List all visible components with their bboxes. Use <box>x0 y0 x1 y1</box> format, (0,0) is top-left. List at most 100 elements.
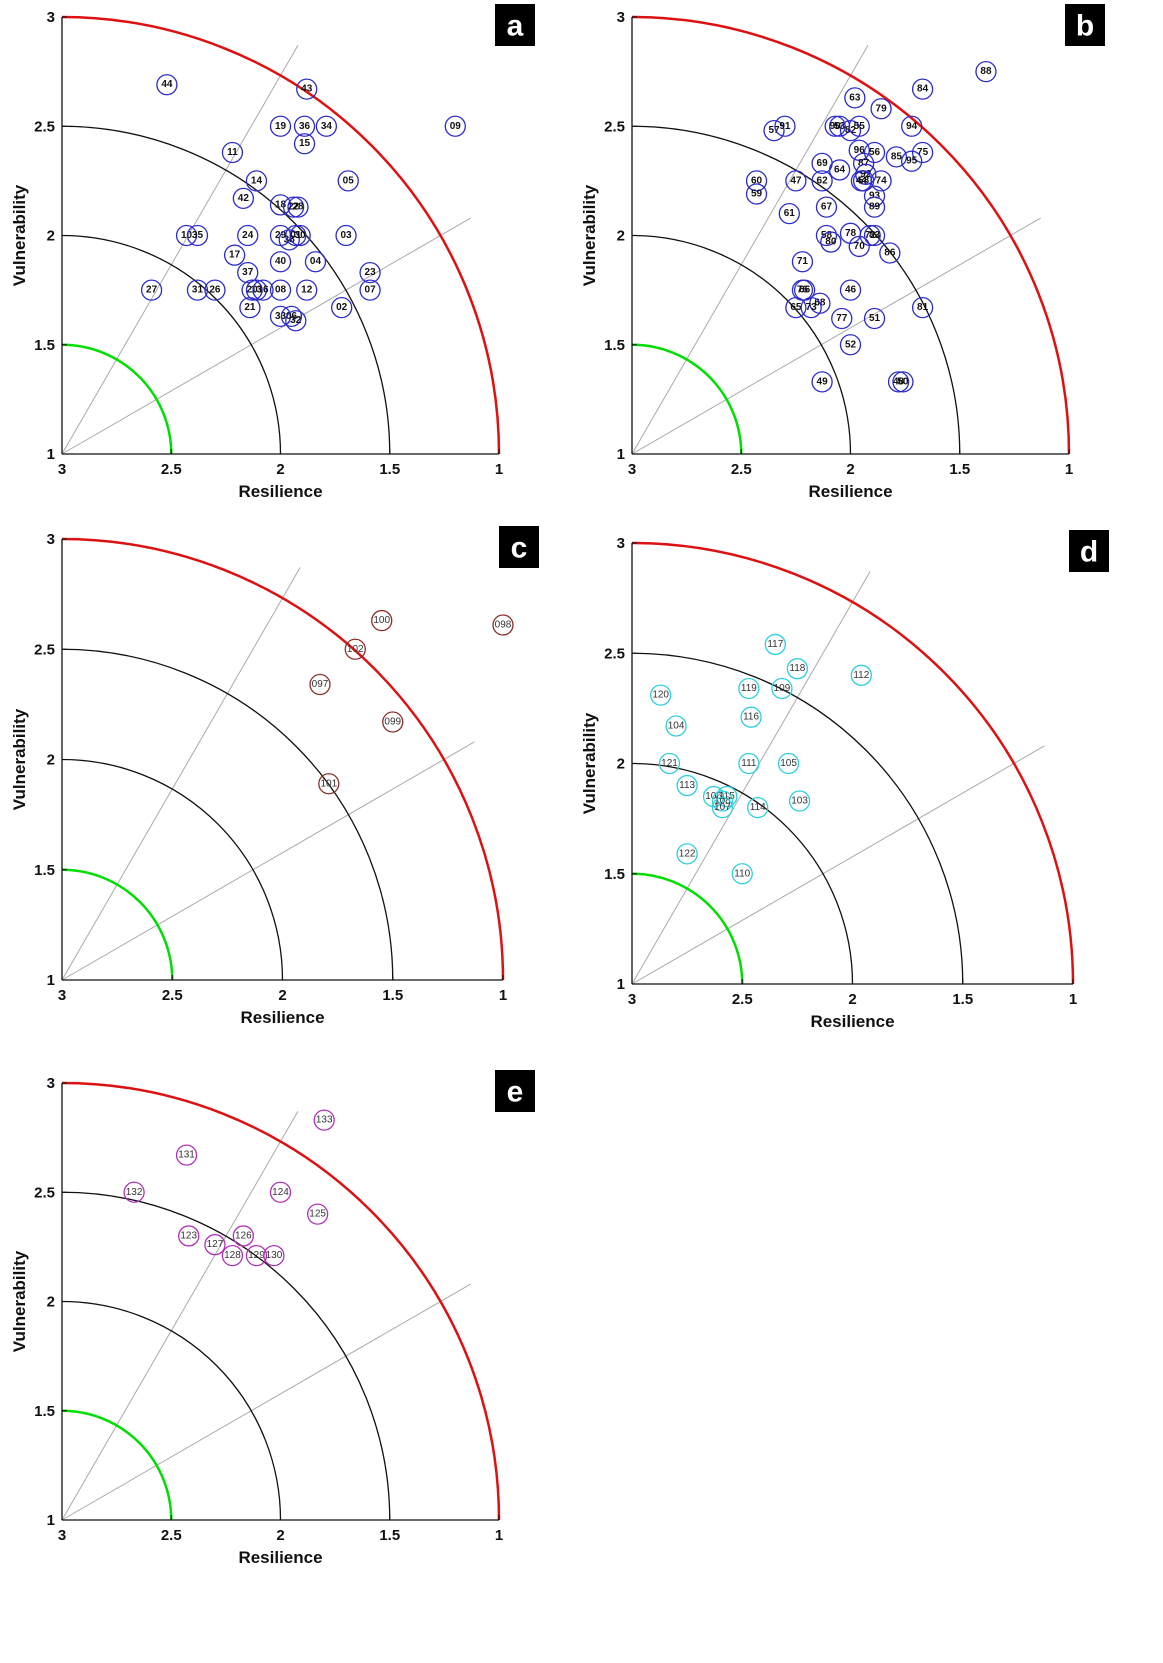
data-point-label: 44 <box>161 79 173 90</box>
data-point-label: 32 <box>290 315 302 326</box>
data-point-label: 120 <box>652 690 669 701</box>
data-point-label: 17 <box>229 250 241 261</box>
data-point-label: 91 <box>779 121 791 132</box>
data-point-label: 18 <box>275 199 287 210</box>
data-point-marker <box>676 843 698 865</box>
data-point-marker <box>811 170 833 192</box>
data-point-label: 65 <box>790 302 802 313</box>
y-tick-label: 2.5 <box>604 118 625 135</box>
radial-guide-60 <box>631 45 869 455</box>
arc-outer-black <box>61 125 391 455</box>
data-point-label: 42 <box>238 193 250 204</box>
data-point-label: 62 <box>817 175 829 186</box>
data-point-marker <box>318 773 340 795</box>
y-tick-label: 2.5 <box>34 641 55 658</box>
y-axis-title: Vulnerability <box>10 1250 29 1352</box>
arc-green <box>631 872 744 985</box>
x-tick-label: 3 <box>628 461 636 478</box>
data-point-marker <box>156 74 178 96</box>
arc-inner-black <box>61 758 284 981</box>
data-point-marker <box>859 224 881 247</box>
data-point-label: 44 <box>856 175 868 186</box>
data-point-label: 115 <box>719 791 735 802</box>
data-point-label: 105 <box>780 758 797 769</box>
data-point-label: 37 <box>242 267 254 278</box>
data-point-marker <box>850 664 872 686</box>
data-point-label: 49 <box>817 376 829 387</box>
data-point-marker <box>289 224 311 247</box>
x-tick-label: 2 <box>278 987 286 1004</box>
x-axis-title: Resilience <box>238 482 322 501</box>
data-point-marker <box>359 261 381 284</box>
y-tick-label: 3 <box>617 535 625 552</box>
y-tick-label: 2 <box>47 752 55 769</box>
data-point-marker <box>123 1181 145 1203</box>
data-point-marker <box>786 658 809 680</box>
x-tick-label: 1 <box>1069 991 1077 1008</box>
data-point-label: 23 <box>365 267 377 278</box>
data-point-marker <box>337 170 359 192</box>
y-tick-label: 1.5 <box>604 866 625 883</box>
data-point-marker <box>293 115 316 137</box>
data-point-label: 96 <box>854 145 866 156</box>
data-point-marker <box>778 202 800 225</box>
data-point-marker <box>828 159 851 181</box>
data-point-label: 05 <box>343 175 355 186</box>
data-point-marker <box>315 115 338 137</box>
y-tick-label: 1.5 <box>34 1403 55 1420</box>
data-point-marker <box>811 371 833 393</box>
data-point-label: 86 <box>884 247 896 258</box>
data-point-marker <box>282 196 305 218</box>
data-point-marker <box>863 224 886 247</box>
data-point-label: 101 <box>320 778 337 789</box>
y-tick-label: 2.5 <box>34 118 55 135</box>
data-point-marker <box>738 677 760 700</box>
data-point-marker <box>175 1144 198 1166</box>
y-tick-label: 2 <box>47 1294 55 1311</box>
panel-badge-label: c <box>511 532 528 565</box>
data-point-label: 67 <box>821 202 833 213</box>
y-tick-label: 2 <box>617 756 625 773</box>
data-point-label: 38 <box>284 234 296 245</box>
data-point-marker <box>371 609 393 632</box>
data-point-label: 36 <box>299 121 311 132</box>
data-point-label: 107 <box>714 802 731 813</box>
data-point-marker <box>658 752 681 775</box>
arc-red <box>61 1081 501 1521</box>
data-point-label: 16 <box>257 285 269 296</box>
y-tick-label: 1.5 <box>34 337 55 354</box>
arc-inner-black <box>61 1300 282 1521</box>
data-point-label: 06 <box>286 311 298 322</box>
data-point-marker <box>785 170 807 192</box>
x-tick-label: 1 <box>495 1527 503 1544</box>
panel-badge-label: b <box>1076 10 1094 43</box>
data-point-label: 131 <box>178 1150 195 1161</box>
x-axis-title: Resilience <box>808 482 892 501</box>
data-point-marker <box>771 677 793 700</box>
x-tick-label: 1 <box>1065 461 1073 478</box>
data-point-label: 08 <box>275 285 287 296</box>
x-tick-label: 2.5 <box>161 461 182 478</box>
chart-panel-e: 3 2.5 2 1.5 1 1 1.5 2 2.5 3 Resilience Vulnerabilit… <box>10 1070 535 1567</box>
x-tick-label: 2.5 <box>161 1527 182 1544</box>
data-point-marker <box>764 633 786 656</box>
data-point-marker <box>863 196 886 218</box>
data-point-label: 95 <box>906 156 918 167</box>
data-point-marker <box>870 98 892 120</box>
data-point-label: 097 <box>312 679 329 690</box>
data-point-marker <box>204 1234 226 1256</box>
panel-badge <box>1065 4 1105 46</box>
data-point-label: 58 <box>858 175 870 186</box>
data-point-marker <box>870 170 892 192</box>
y-tick-label: 2 <box>617 228 625 245</box>
radial-guide-60 <box>61 1111 299 1521</box>
radial-guide-30 <box>61 1283 471 1521</box>
x-tick-label: 1.5 <box>382 987 403 1004</box>
y-tick-label: 1 <box>617 446 625 463</box>
data-point-label: 20 <box>247 285 259 296</box>
y-tick-label: 1.5 <box>604 337 625 354</box>
y-axis-title: Vulnerability <box>580 184 599 286</box>
data-point-label: 113 <box>679 780 695 791</box>
y-tick-label: 1 <box>47 972 55 989</box>
radial-guide-30 <box>61 741 475 981</box>
